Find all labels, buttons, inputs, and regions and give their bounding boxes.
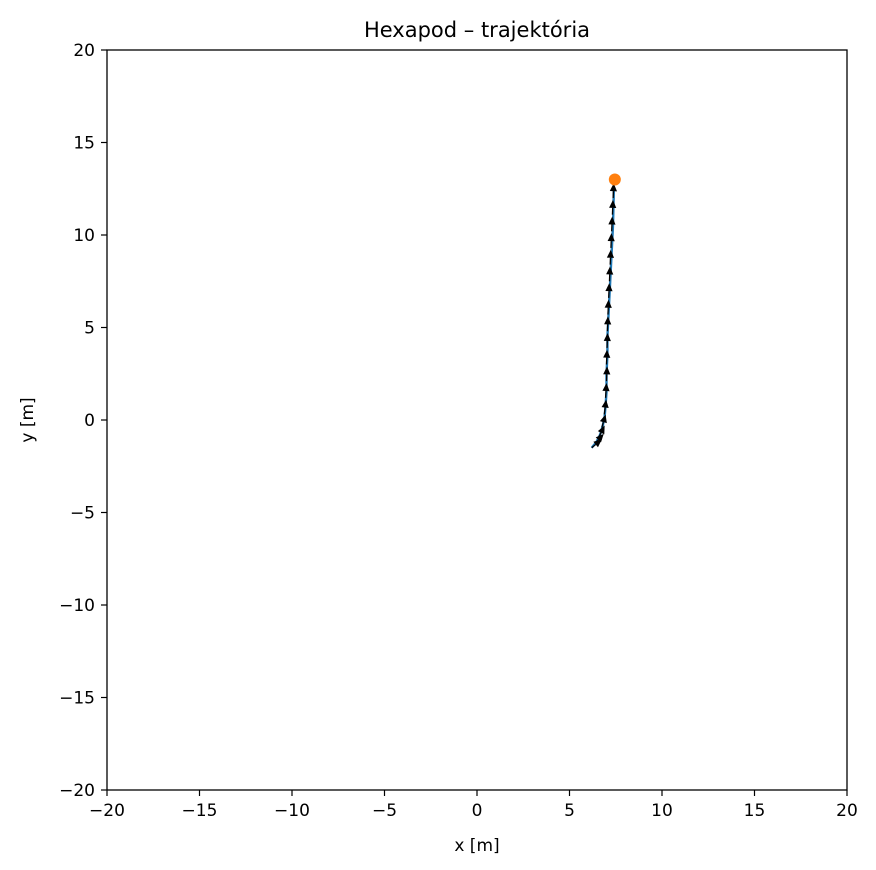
y-tick-label: 15 xyxy=(73,134,95,154)
end-point-marker xyxy=(608,173,621,186)
y-tick-label: −5 xyxy=(70,504,95,524)
x-tick-label: −10 xyxy=(274,801,310,821)
heading-arrow xyxy=(597,425,605,437)
y-tick-label: −20 xyxy=(59,781,95,801)
heading-arrow xyxy=(604,299,612,315)
y-tick-label: 20 xyxy=(73,41,95,61)
x-tick-label: −15 xyxy=(182,801,218,821)
chart-title: Hexapod – trajektória xyxy=(364,18,590,42)
x-axis: −20 −15 −10 −5 0 5 10 15 20 xyxy=(89,790,858,821)
x-tick-label: 0 xyxy=(472,801,483,821)
heading-arrow xyxy=(604,316,612,332)
y-axis: −20 −15 −10 −5 0 5 10 15 20 xyxy=(59,41,107,801)
heading-arrow xyxy=(601,399,609,415)
y-tick-label: −15 xyxy=(59,689,95,709)
heading-arrow xyxy=(605,283,613,298)
heading-arrow xyxy=(603,349,611,365)
y-tick-label: 0 xyxy=(84,411,95,431)
y-tick-label: 10 xyxy=(73,226,95,246)
plot-area xyxy=(107,50,847,790)
y-tick-label: 5 xyxy=(84,319,95,339)
heading-arrow xyxy=(609,183,618,199)
heading-arrow xyxy=(602,383,610,398)
x-tick-label: 20 xyxy=(836,801,858,821)
x-tick-label: −20 xyxy=(89,801,125,821)
y-axis-label: y [m] xyxy=(18,397,38,442)
heading-arrow xyxy=(606,266,614,282)
heading-arrow xyxy=(607,233,615,248)
heading-arrow xyxy=(606,249,615,265)
heading-arrow xyxy=(603,366,611,382)
heading-arrow xyxy=(594,433,604,444)
x-tick-label: 5 xyxy=(564,801,575,821)
data-layer xyxy=(590,173,621,449)
heading-arrow xyxy=(599,414,607,428)
heading-arrow xyxy=(608,216,616,232)
y-tick-label: −10 xyxy=(59,596,95,616)
heading-arrow xyxy=(591,439,602,449)
heading-arrow xyxy=(603,333,611,348)
x-tick-label: −5 xyxy=(372,801,397,821)
x-axis-label: x [m] xyxy=(454,836,499,856)
x-tick-label: 15 xyxy=(744,801,766,821)
x-tick-label: 10 xyxy=(651,801,673,821)
heading-arrow xyxy=(609,199,617,215)
